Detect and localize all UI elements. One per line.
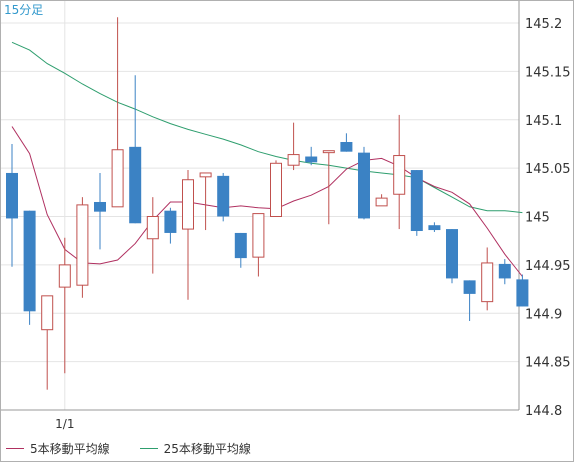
legend: 5本移動平均線 25本移動平均線 — [6, 440, 281, 457]
candle-body — [516, 279, 529, 307]
candle-body — [58, 264, 71, 288]
candle-down — [164, 207, 177, 244]
candle-down — [234, 232, 247, 268]
candle-up — [270, 160, 282, 218]
candle-down — [23, 210, 36, 325]
legend-label-ma25: 25本移動平均線 — [163, 442, 251, 456]
candle-up — [41, 295, 54, 390]
candle-body — [375, 197, 388, 207]
candle-up — [111, 17, 124, 208]
candle-down — [129, 75, 142, 224]
candle-body — [358, 152, 370, 219]
candle-up — [58, 237, 71, 374]
candle-body — [305, 156, 318, 163]
ma5-line — [11, 126, 523, 277]
candle-body — [410, 170, 423, 232]
candle-down — [340, 133, 353, 152]
candle-body — [182, 179, 194, 230]
candle-up — [481, 247, 494, 311]
y-tick-label: 144.95 — [525, 259, 571, 274]
legend-label-ma5: 5本移動平均線 — [30, 442, 110, 456]
y-tick-label: 144.85 — [525, 356, 571, 371]
ma25-swatch — [139, 448, 158, 449]
candles — [6, 17, 529, 390]
candle-up — [322, 150, 335, 225]
candle-down — [428, 222, 441, 232]
candle-body — [111, 149, 124, 208]
candle-body — [428, 225, 441, 231]
candle-body — [164, 210, 177, 233]
candle-down — [463, 280, 476, 321]
candle-body — [41, 295, 54, 331]
legend-item-ma25: 25本移動平均線 — [139, 440, 251, 457]
candle-body — [270, 162, 282, 218]
candle-up — [76, 197, 89, 298]
candle-down — [6, 143, 18, 267]
candle-body — [481, 262, 494, 303]
candle-body — [322, 150, 335, 154]
candle-body — [287, 154, 300, 166]
candle-body — [23, 210, 36, 312]
candle-up — [146, 197, 159, 274]
candle-body — [6, 172, 18, 219]
candle-body — [252, 213, 265, 258]
y-tick-label: 144.8 — [525, 404, 562, 419]
candle-down — [217, 172, 230, 222]
y-tick-label: 145 — [525, 211, 550, 226]
candle-up — [199, 172, 212, 231]
ma25-line — [11, 41, 523, 214]
y-tick-label: 145.2 — [525, 17, 562, 32]
timeframe-label: 15分足 — [4, 3, 43, 17]
candle-body — [146, 216, 159, 240]
legend-item-ma5: 5本移動平均線 — [6, 440, 110, 457]
ma5-swatch — [6, 448, 24, 449]
candle-body — [463, 280, 476, 294]
candle-body — [129, 146, 142, 224]
candle-body — [446, 229, 458, 279]
candle-body — [340, 142, 353, 152]
y-tick-label: 145.15 — [525, 65, 571, 80]
candle-body — [94, 201, 106, 212]
candle-down — [94, 172, 106, 250]
candle-down — [358, 146, 370, 220]
candle-down — [498, 259, 511, 285]
x-tick-label: 1/1 — [55, 417, 74, 431]
candle-down — [305, 146, 318, 166]
candle-body — [393, 155, 406, 195]
candle-up — [252, 213, 265, 277]
candle-up — [182, 170, 194, 300]
candle-down — [410, 170, 423, 236]
y-tick-label: 145.05 — [525, 162, 571, 177]
candle-up — [375, 194, 388, 207]
candle-down — [446, 229, 458, 284]
candle-up — [393, 114, 406, 230]
candle-down — [516, 274, 529, 307]
candle-up — [287, 122, 300, 171]
y-tick-label: 144.9 — [525, 307, 562, 322]
candle-body — [76, 204, 89, 286]
candle-body — [234, 232, 247, 259]
candle-body — [498, 263, 511, 279]
candle-body — [217, 175, 230, 217]
candle-body — [199, 172, 212, 178]
y-tick-label: 145.1 — [525, 114, 562, 129]
